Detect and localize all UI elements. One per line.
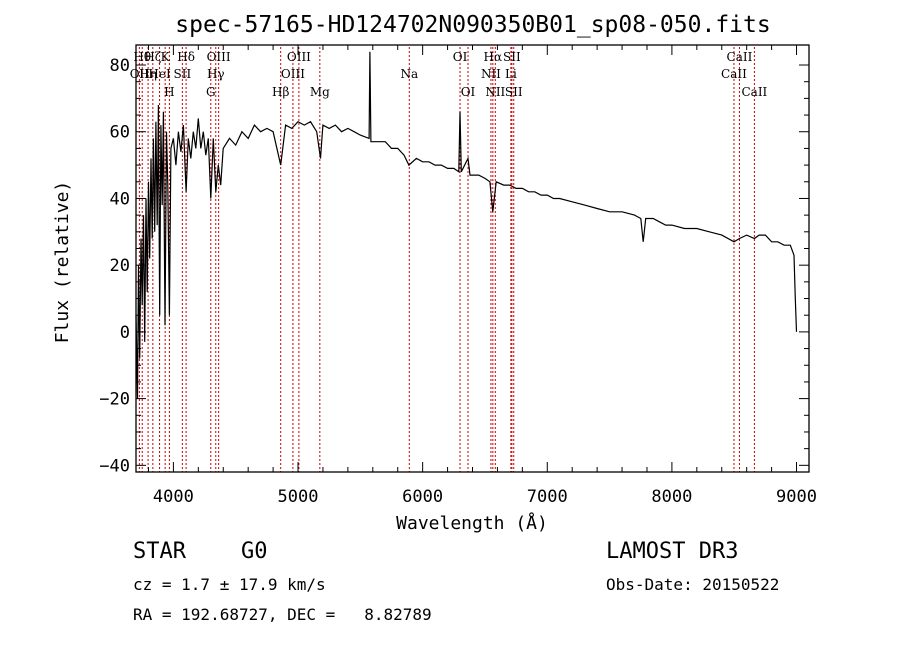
line-marker-label: K	[161, 50, 171, 64]
line-marker-label: Hβ	[272, 85, 289, 99]
x-tick-label: 4000	[153, 487, 194, 507]
redshift-cz: cz = 1.7 ± 17.9 km/s	[133, 575, 326, 594]
line-marker-label: G	[206, 85, 216, 99]
line-marker-label: SII	[505, 85, 523, 99]
y-tick-label: −20	[99, 390, 130, 410]
line-marker-label: Hδ	[177, 50, 195, 64]
y-tick-label: 60	[110, 123, 130, 143]
line-marker-label: Mg	[310, 85, 330, 99]
line-marker-label: Hη	[139, 67, 157, 81]
y-tick-label: −40	[99, 456, 130, 476]
line-marker-label: Hα	[484, 50, 503, 64]
line-marker-label: Hγ	[207, 67, 225, 81]
y-tick-label: 40	[110, 189, 130, 209]
line-marker-label: SII	[174, 67, 192, 81]
line-marker-labels: OIIHθHηHζHeIKHSIIHδGHγOIIIHβOIIIOIIIMgNa…	[130, 50, 768, 99]
coordinates: RA = 192.68727, DEC = 8.82789	[133, 605, 432, 624]
line-marker-label: OII	[130, 67, 150, 81]
line-marker-label: NII	[485, 85, 505, 99]
survey-name: LAMOST DR3	[606, 539, 739, 564]
x-tick-label: 9000	[776, 487, 817, 507]
object-class: STAR	[133, 539, 186, 564]
line-marker-label: Hζ	[144, 50, 161, 64]
chart-title: spec-57165-HD124702N090350B01_sp08-050.f…	[175, 12, 770, 38]
line-marker-label: OI	[461, 85, 476, 99]
x-tick-label: 7000	[527, 487, 568, 507]
line-marker-label: Li	[505, 67, 517, 81]
y-axis: −40 −20 0 20 40 60 80	[99, 56, 809, 476]
y-tick-label: 0	[120, 323, 130, 343]
x-tick-label: 5000	[278, 487, 319, 507]
line-marker-label: NII	[481, 67, 501, 81]
y-tick-label: 80	[110, 56, 130, 76]
x-axis-label: Wavelength (Å)	[396, 512, 548, 534]
line-marker-label: H	[164, 85, 174, 99]
line-marker-label: OI	[453, 50, 468, 64]
observation-date: Obs-Date: 20150522	[606, 575, 780, 594]
line-marker-label: HeI	[148, 67, 171, 81]
line-marker-label: OIII	[207, 50, 231, 64]
line-marker-label: OIII	[287, 50, 311, 64]
x-tick-label: 8000	[651, 487, 692, 507]
line-marker-label: CaII	[721, 67, 747, 81]
spectrum-line	[135, 51, 798, 399]
x-axis: 4000 5000 6000 7000 8000 9000	[147, 45, 817, 507]
line-marker-label: CaII	[741, 85, 767, 99]
line-marker-label: SII	[503, 50, 521, 64]
line-marker-label: CaII	[727, 50, 753, 64]
plot-frame	[135, 44, 810, 473]
object-subclass: G0	[241, 539, 268, 564]
line-marker-label: OIII	[281, 67, 305, 81]
line-marker-label: Hθ	[133, 50, 151, 64]
line-marker-label: Na	[400, 67, 418, 81]
y-tick-label: 20	[110, 256, 130, 276]
x-tick-label: 6000	[402, 487, 443, 507]
y-axis-label: Flux (relative)	[52, 181, 73, 344]
line-markers	[138, 47, 755, 472]
